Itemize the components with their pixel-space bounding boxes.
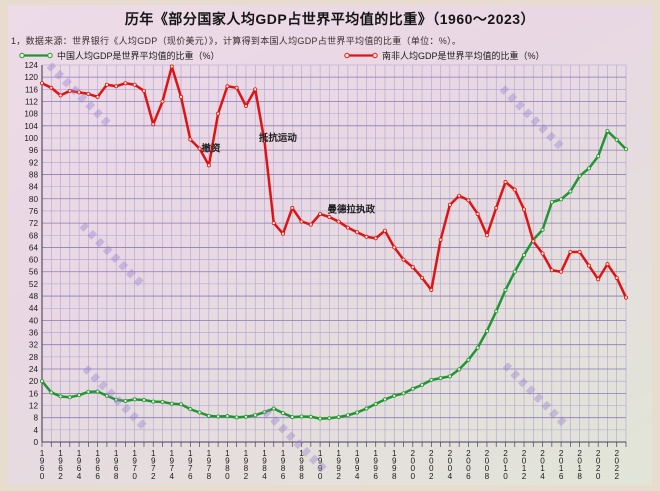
svg-text:曼德拉执政: 曼德拉执政 [328, 203, 376, 215]
svg-text:36: 36 [29, 329, 39, 338]
svg-text:112: 112 [25, 97, 38, 106]
legend-label-south-africa: 南非人均GDP是世界平均值的比重（%） [382, 51, 545, 61]
svg-text:16: 16 [29, 389, 39, 398]
svg-text:40: 40 [29, 316, 39, 325]
svg-text:12: 12 [29, 402, 39, 411]
chart-title: 历年《部分国家人均GDP占世界平均值的比重》（1960～2023） [124, 11, 536, 27]
legend-line-icon-south-africa [344, 52, 378, 59]
svg-text:8: 8 [33, 414, 38, 423]
svg-text:92: 92 [29, 158, 39, 167]
svg-text:60: 60 [29, 256, 39, 265]
svg-text:84: 84 [29, 183, 39, 192]
svg-text:120: 120 [24, 73, 38, 82]
svg-text:4: 4 [33, 426, 38, 435]
svg-text:72: 72 [29, 219, 39, 228]
svg-text:104: 104 [24, 122, 38, 131]
chart-canvas: 0481216202428323640444852566064687276808… [24, 61, 629, 481]
svg-text:0: 0 [33, 438, 38, 447]
svg-text:88: 88 [29, 170, 39, 179]
svg-text:108: 108 [24, 110, 38, 119]
svg-text:100: 100 [24, 134, 38, 143]
svg-text:28: 28 [29, 353, 39, 362]
legend-line-icon-china [19, 52, 53, 59]
svg-text:64: 64 [29, 243, 39, 252]
legend-label-china: 中国人均GDP是世界平均值的比重（%） [57, 51, 220, 61]
legend-item-south-africa: 南非人均GDP是世界平均值的比重（%） [343, 49, 545, 62]
svg-text:抵抗运动: 抵抗运动 [259, 132, 298, 144]
svg-text:32: 32 [29, 341, 39, 350]
legend-item-china: 中国人均GDP是世界平均值的比重（%） [18, 49, 220, 62]
svg-text:116: 116 [25, 85, 38, 94]
svg-text:44: 44 [29, 304, 39, 313]
svg-text:撤资: 撤资 [201, 143, 221, 155]
data-source-note: 1，数据来源：世界银行《人均GDP（现价美元）》，计算得到本国人均GDP占世界平… [11, 36, 462, 46]
svg-text:48: 48 [29, 292, 39, 301]
svg-text:68: 68 [29, 231, 39, 240]
svg-text:1960: 1960 [40, 449, 45, 481]
svg-text:52: 52 [29, 280, 39, 289]
svg-text:96: 96 [29, 146, 39, 155]
svg-text:124: 124 [24, 61, 38, 70]
svg-text:76: 76 [29, 207, 39, 216]
svg-text:56: 56 [29, 268, 39, 277]
svg-text:20: 20 [29, 377, 39, 386]
svg-text:24: 24 [29, 365, 39, 374]
svg-text:80: 80 [29, 195, 39, 204]
